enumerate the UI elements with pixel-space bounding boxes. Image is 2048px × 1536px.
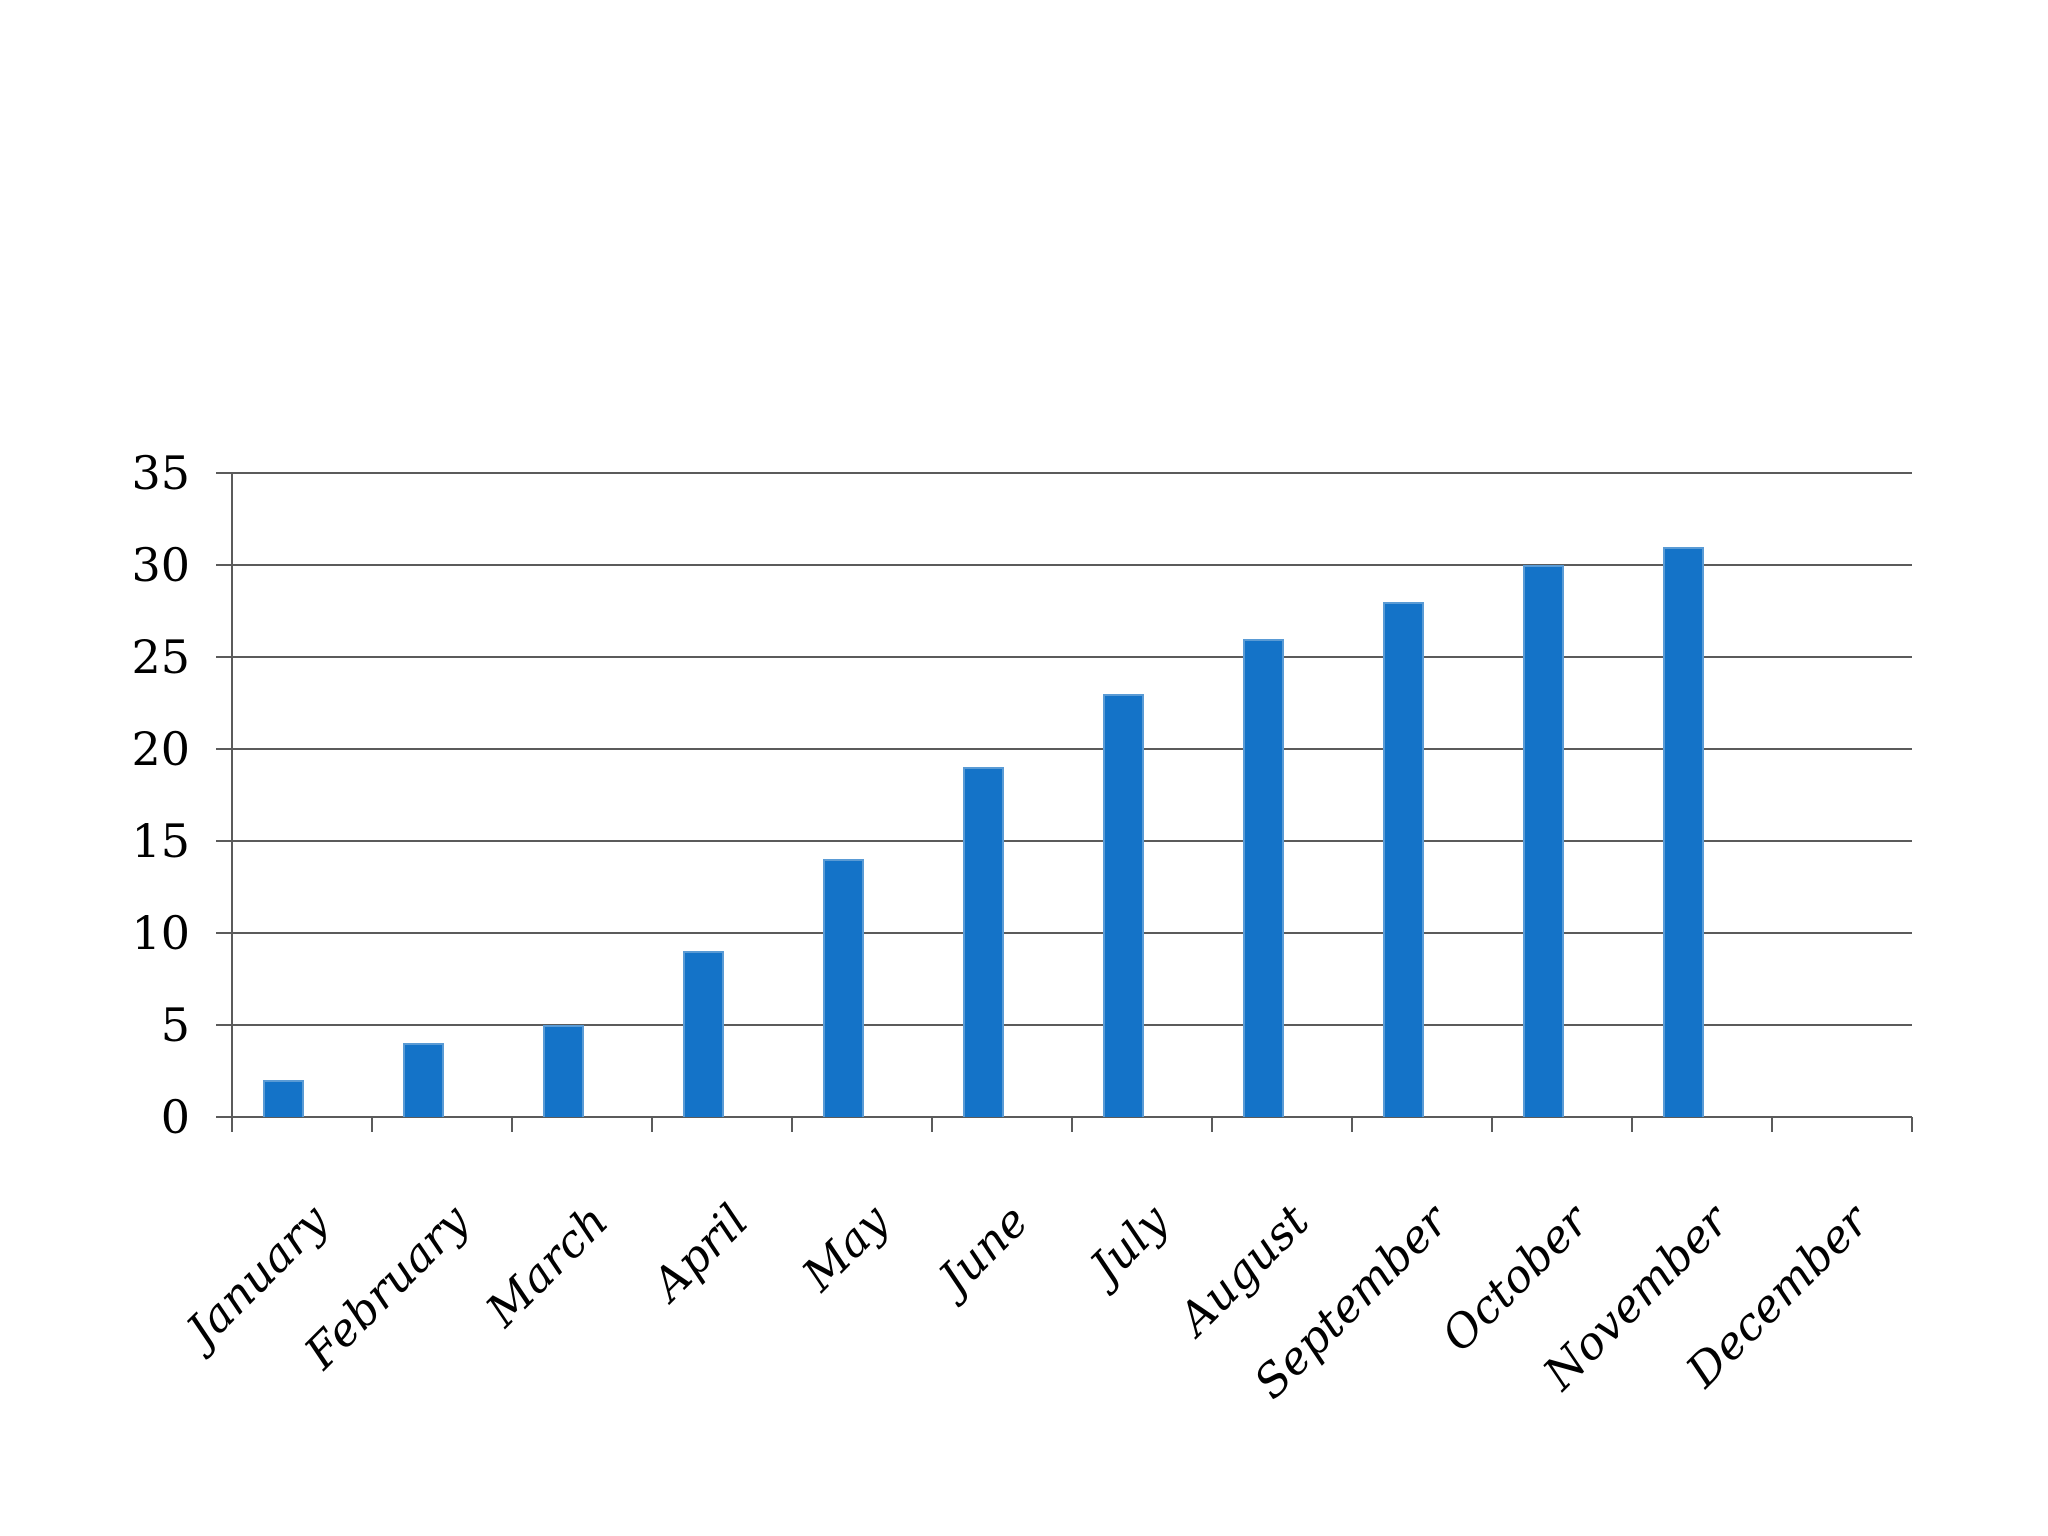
bar-march [543, 1025, 584, 1117]
x-axis-label-may: May [791, 1194, 899, 1302]
y-axis-tick-label-5: 5 [160, 998, 190, 1052]
gridline-10 [216, 932, 1912, 934]
x-axis-tick-1 [371, 1117, 373, 1132]
x-axis-label-april: April [642, 1194, 759, 1311]
bar-april [683, 951, 724, 1117]
bar-august [1243, 638, 1284, 1117]
x-axis-tick-2 [511, 1117, 513, 1132]
x-axis-label-march: March [476, 1194, 619, 1337]
x-axis-tick-9 [1491, 1117, 1493, 1132]
x-axis-tick-3 [651, 1117, 653, 1132]
gridline-0 [216, 1116, 1912, 1118]
bar-july [1103, 693, 1144, 1117]
x-axis-tick-8 [1351, 1117, 1353, 1132]
x-axis-label-june: June [928, 1194, 1039, 1305]
y-axis-tick-label-20: 20 [131, 722, 190, 776]
y-axis-tick-label-10: 10 [131, 906, 190, 960]
gridline-15 [216, 840, 1912, 842]
gridline-30 [216, 564, 1912, 566]
y-axis-tick-label-35: 35 [131, 446, 190, 500]
x-axis-tick-4 [791, 1117, 793, 1132]
gridline-35 [216, 472, 1912, 474]
y-axis-tick-label-30: 30 [131, 538, 190, 592]
gridline-25 [216, 656, 1912, 658]
y-axis-tick-label-0: 0 [160, 1090, 190, 1144]
x-axis-tick-10 [1631, 1117, 1633, 1132]
x-axis-tick-5 [931, 1117, 933, 1132]
x-axis-tick-12 [1911, 1117, 1913, 1132]
bar-january [263, 1080, 304, 1117]
bar-june [963, 767, 1004, 1117]
x-axis-label-july: July [1079, 1194, 1179, 1294]
y-axis-tick-label-15: 15 [131, 814, 190, 868]
x-axis-tick-6 [1071, 1117, 1073, 1132]
gridline-5 [216, 1024, 1912, 1026]
bar-november [1663, 546, 1704, 1117]
bar-october [1523, 565, 1564, 1117]
bar-may [823, 859, 864, 1117]
x-axis-tick-7 [1211, 1117, 1213, 1132]
x-axis-tick-0 [231, 1117, 233, 1132]
y-axis-tick-label-25: 25 [131, 630, 190, 684]
x-axis-tick-11 [1771, 1117, 1773, 1132]
y-axis-line [231, 473, 233, 1132]
gridline-20 [216, 748, 1912, 750]
bar-february [403, 1043, 444, 1117]
bar-september [1383, 601, 1424, 1117]
